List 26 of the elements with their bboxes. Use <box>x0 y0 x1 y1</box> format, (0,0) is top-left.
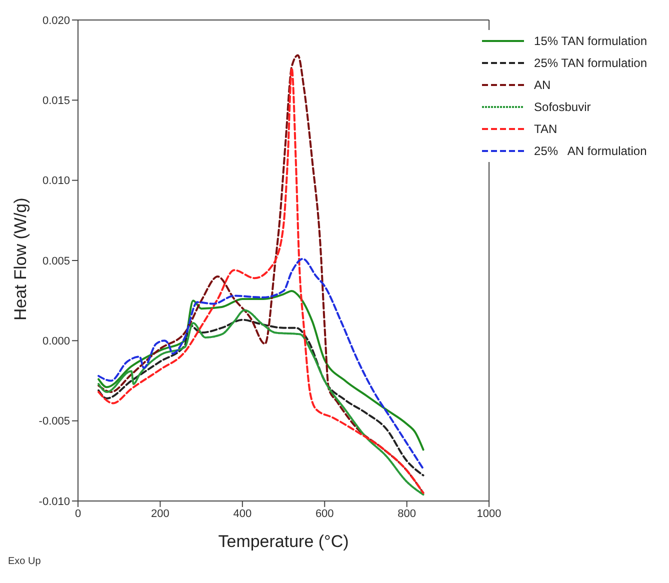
legend-label: Sofosbuvir <box>534 100 591 114</box>
y-axis-title: Heat Flow (W/g) <box>11 198 30 320</box>
x-tick-label: 600 <box>315 508 334 520</box>
text: Exo Up <box>8 556 41 567</box>
legend-label: 25% AN formulation <box>534 144 647 158</box>
x-tick-label: 800 <box>398 508 416 520</box>
x-axis-title: Temperature (°C) <box>218 532 349 551</box>
line-series <box>98 318 424 476</box>
y-tick-label: 0.000 <box>42 336 70 348</box>
y-tick-label: 0.020 <box>42 14 70 27</box>
line-series <box>98 290 424 451</box>
legend-label: 25% TAN formulation <box>534 56 647 70</box>
legend-label: 15% TAN formulation <box>534 34 647 48</box>
y-tick-label: -0.005 <box>38 416 70 428</box>
line-series <box>98 258 424 470</box>
x-tick-label: 0 <box>74 508 82 520</box>
x-tick-label: 400 <box>233 508 252 520</box>
x-tick-label: 200 <box>151 508 170 520</box>
y-tick-label: -0.010 <box>38 496 70 508</box>
y-tick-label: 0.010 <box>42 175 70 188</box>
legend-label: TAN <box>534 122 558 136</box>
y-tick-label: 0.005 <box>42 255 70 268</box>
legend-label: AN <box>534 78 551 92</box>
y-tick-label: 0.015 <box>42 95 70 108</box>
line-series <box>98 309 424 496</box>
x-tick-label: 1000 <box>476 508 502 520</box>
